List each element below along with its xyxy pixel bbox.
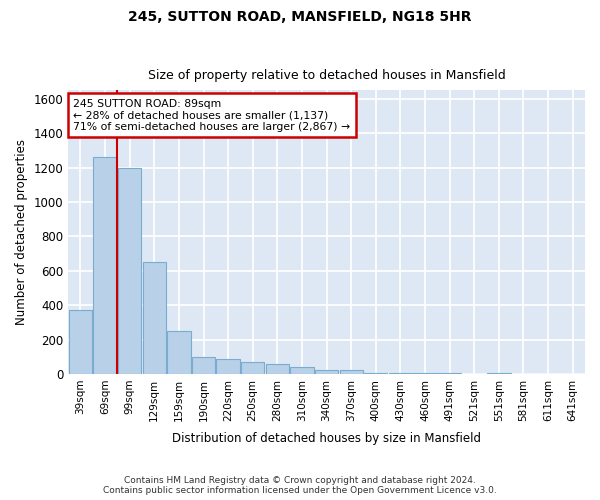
Bar	[438, 372, 461, 374]
Bar	[69, 310, 92, 374]
Bar	[143, 262, 166, 374]
Bar	[94, 157, 117, 374]
Text: Contains HM Land Registry data © Crown copyright and database right 2024.
Contai: Contains HM Land Registry data © Crown c…	[103, 476, 497, 495]
Bar	[290, 367, 314, 374]
Text: 245 SUTTON ROAD: 89sqm
← 28% of detached houses are smaller (1,137)
71% of semi-: 245 SUTTON ROAD: 89sqm ← 28% of detached…	[73, 98, 350, 132]
Title: Size of property relative to detached houses in Mansfield: Size of property relative to detached ho…	[148, 69, 505, 82]
Bar	[118, 168, 142, 374]
Bar	[340, 370, 363, 374]
Y-axis label: Number of detached properties: Number of detached properties	[15, 139, 28, 325]
Bar	[167, 331, 191, 374]
Bar	[217, 360, 240, 374]
Bar	[364, 372, 388, 374]
Bar	[241, 362, 265, 374]
Bar	[266, 364, 289, 374]
Bar	[315, 370, 338, 374]
X-axis label: Distribution of detached houses by size in Mansfield: Distribution of detached houses by size …	[172, 432, 481, 445]
Bar	[192, 356, 215, 374]
Text: 245, SUTTON ROAD, MANSFIELD, NG18 5HR: 245, SUTTON ROAD, MANSFIELD, NG18 5HR	[128, 10, 472, 24]
